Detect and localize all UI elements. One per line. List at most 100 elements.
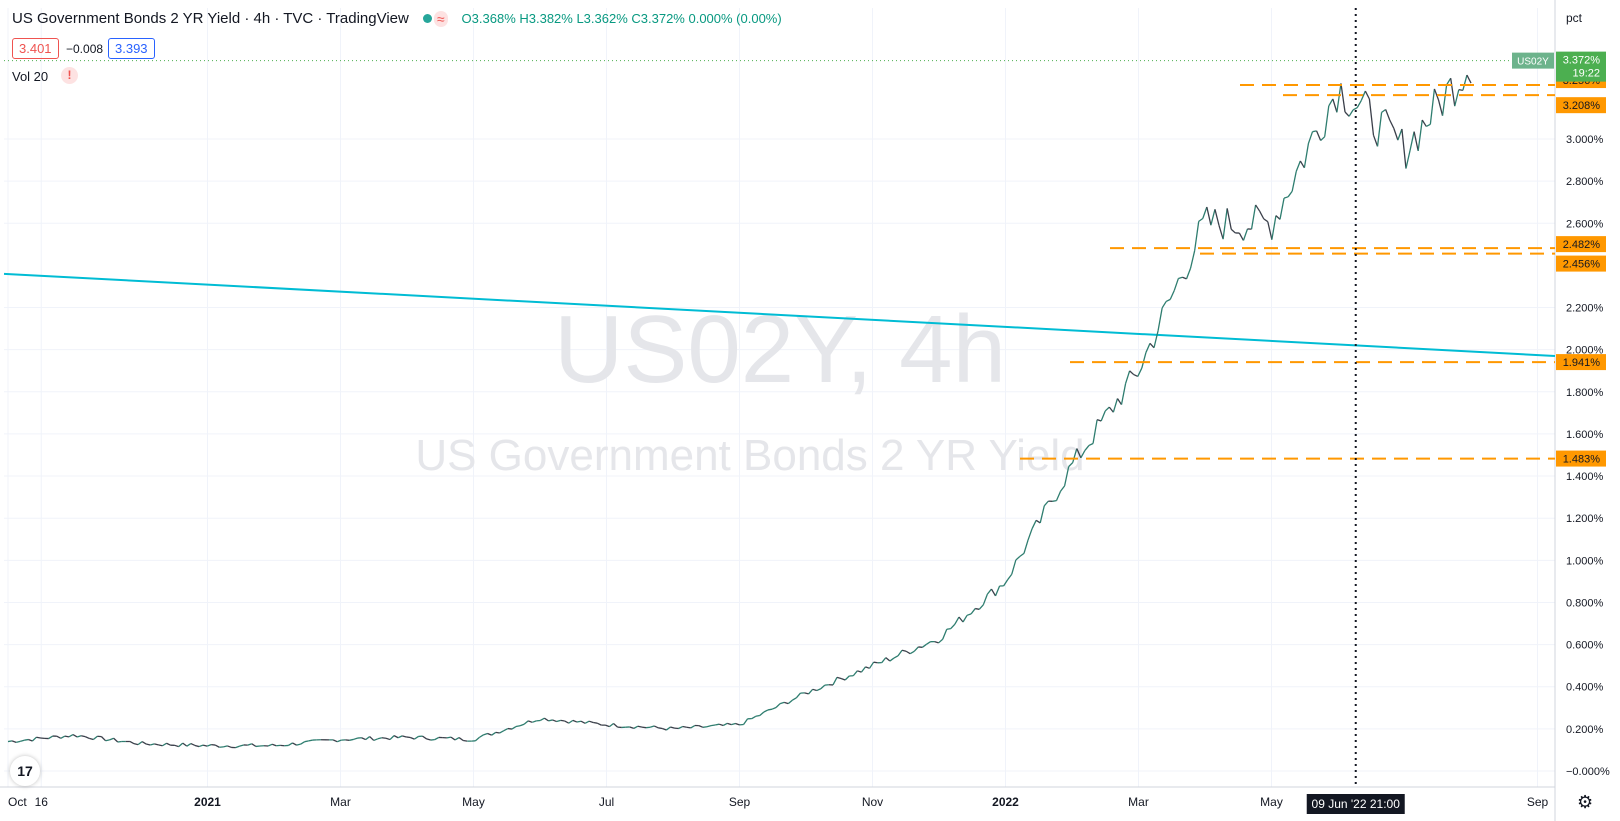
price-segment bbox=[1263, 218, 1269, 223]
y-tick-label: 2.000% bbox=[1566, 345, 1604, 357]
price-segment bbox=[751, 715, 757, 720]
price-segment bbox=[206, 744, 212, 747]
price-segment bbox=[166, 742, 171, 746]
symbol-title[interactable]: US Government Bonds 2 YR Yield · 4h · TV… bbox=[12, 10, 409, 27]
price-segment bbox=[755, 714, 760, 717]
price-segment bbox=[1116, 398, 1123, 406]
price-segment bbox=[292, 742, 297, 746]
price-segment bbox=[1255, 204, 1261, 212]
price-segment bbox=[227, 745, 232, 749]
price-segment bbox=[556, 719, 561, 723]
price-segment bbox=[308, 739, 313, 742]
price-segment bbox=[56, 735, 62, 739]
price-segment bbox=[958, 616, 964, 623]
tradingview-logo-icon[interactable]: 17 bbox=[10, 756, 40, 786]
price-segment bbox=[410, 736, 415, 740]
price-segment bbox=[1129, 370, 1135, 376]
price-segment bbox=[1043, 500, 1049, 507]
x-tick-label: 2022 bbox=[992, 795, 1019, 809]
price-segment bbox=[194, 744, 200, 748]
price-segment bbox=[881, 657, 887, 664]
symbol-tag: US02Y bbox=[1517, 57, 1549, 68]
price-segment bbox=[1397, 128, 1403, 141]
price-segment bbox=[349, 738, 354, 741]
price-segment bbox=[649, 725, 655, 728]
price-segment bbox=[1226, 208, 1232, 230]
price-segment bbox=[76, 735, 82, 738]
price-segment bbox=[20, 739, 25, 743]
price-segment bbox=[576, 720, 582, 723]
price-segment bbox=[1364, 90, 1370, 100]
price-segment bbox=[1336, 83, 1342, 113]
warning-icon[interactable]: ! bbox=[61, 67, 78, 84]
price-segment bbox=[1385, 109, 1391, 121]
price-segment bbox=[414, 735, 419, 740]
price-segment bbox=[483, 732, 488, 736]
axis-unit-label: pct bbox=[1566, 11, 1583, 25]
price-segment bbox=[158, 744, 163, 747]
price-segment bbox=[1210, 209, 1216, 226]
price-segment bbox=[1202, 206, 1208, 219]
price-segment bbox=[544, 717, 549, 722]
price-segment bbox=[1039, 505, 1045, 524]
price-segment bbox=[267, 743, 273, 747]
x-tick-label: Sep bbox=[729, 795, 751, 809]
gear-icon[interactable]: ⚙ bbox=[1577, 792, 1594, 812]
price-segment bbox=[1060, 485, 1066, 492]
level-label-bg bbox=[1556, 354, 1606, 371]
price-segment bbox=[361, 737, 366, 741]
price-segment bbox=[68, 734, 74, 738]
price-segment bbox=[527, 720, 533, 723]
price-segment bbox=[1275, 215, 1281, 220]
price-segment bbox=[89, 737, 94, 741]
price-segment bbox=[458, 737, 464, 741]
price-segment bbox=[60, 735, 66, 739]
y-tick-label: 3.000% bbox=[1566, 134, 1604, 146]
price-segment bbox=[714, 723, 720, 726]
price-segment bbox=[990, 588, 997, 597]
price-segment bbox=[1332, 98, 1338, 113]
level-label: 1.483% bbox=[1563, 454, 1601, 466]
price-segment bbox=[1320, 136, 1326, 142]
price-tag-value: 3.372% bbox=[1563, 55, 1601, 67]
price-segment bbox=[92, 735, 98, 740]
price-segment bbox=[402, 735, 407, 738]
price-segment bbox=[1185, 267, 1192, 280]
price-segment bbox=[869, 661, 875, 669]
price-segment bbox=[133, 743, 139, 746]
buy-price[interactable]: 3.393 bbox=[108, 38, 155, 59]
price-segment bbox=[950, 623, 956, 630]
price-segment bbox=[202, 744, 208, 747]
price-segment bbox=[1206, 206, 1212, 226]
price-segment bbox=[1169, 290, 1175, 300]
x-tick-label: Oct bbox=[8, 795, 27, 809]
price-segment bbox=[72, 734, 78, 738]
price-segment bbox=[731, 722, 736, 726]
price-segment bbox=[1194, 221, 1200, 251]
price-segment bbox=[1218, 225, 1224, 240]
price-segment bbox=[1242, 228, 1249, 241]
price-segment bbox=[1279, 197, 1285, 220]
price-segment bbox=[198, 744, 204, 748]
price-segment bbox=[129, 740, 135, 745]
price-segment bbox=[1381, 108, 1387, 113]
price-segment bbox=[1120, 383, 1127, 405]
price-segment bbox=[141, 741, 147, 745]
price-segment bbox=[1356, 100, 1362, 109]
y-tick-label: 0.200% bbox=[1566, 724, 1604, 736]
sell-price[interactable]: 3.401 bbox=[12, 38, 59, 59]
price-segment bbox=[975, 607, 980, 610]
wave-icon[interactable]: ≈ bbox=[433, 10, 448, 27]
x-tick-label: Mar bbox=[330, 795, 351, 809]
price-segment bbox=[1352, 107, 1358, 111]
price-segment bbox=[820, 684, 826, 690]
price-segment bbox=[1250, 204, 1257, 230]
price-segment bbox=[1124, 370, 1131, 384]
price-segment bbox=[150, 743, 155, 746]
price-segment bbox=[584, 720, 590, 724]
price-segment bbox=[938, 638, 944, 644]
volume-indicator-label[interactable]: Vol 20 bbox=[12, 69, 49, 84]
price-segment bbox=[832, 677, 838, 686]
price-segment bbox=[1189, 250, 1196, 269]
